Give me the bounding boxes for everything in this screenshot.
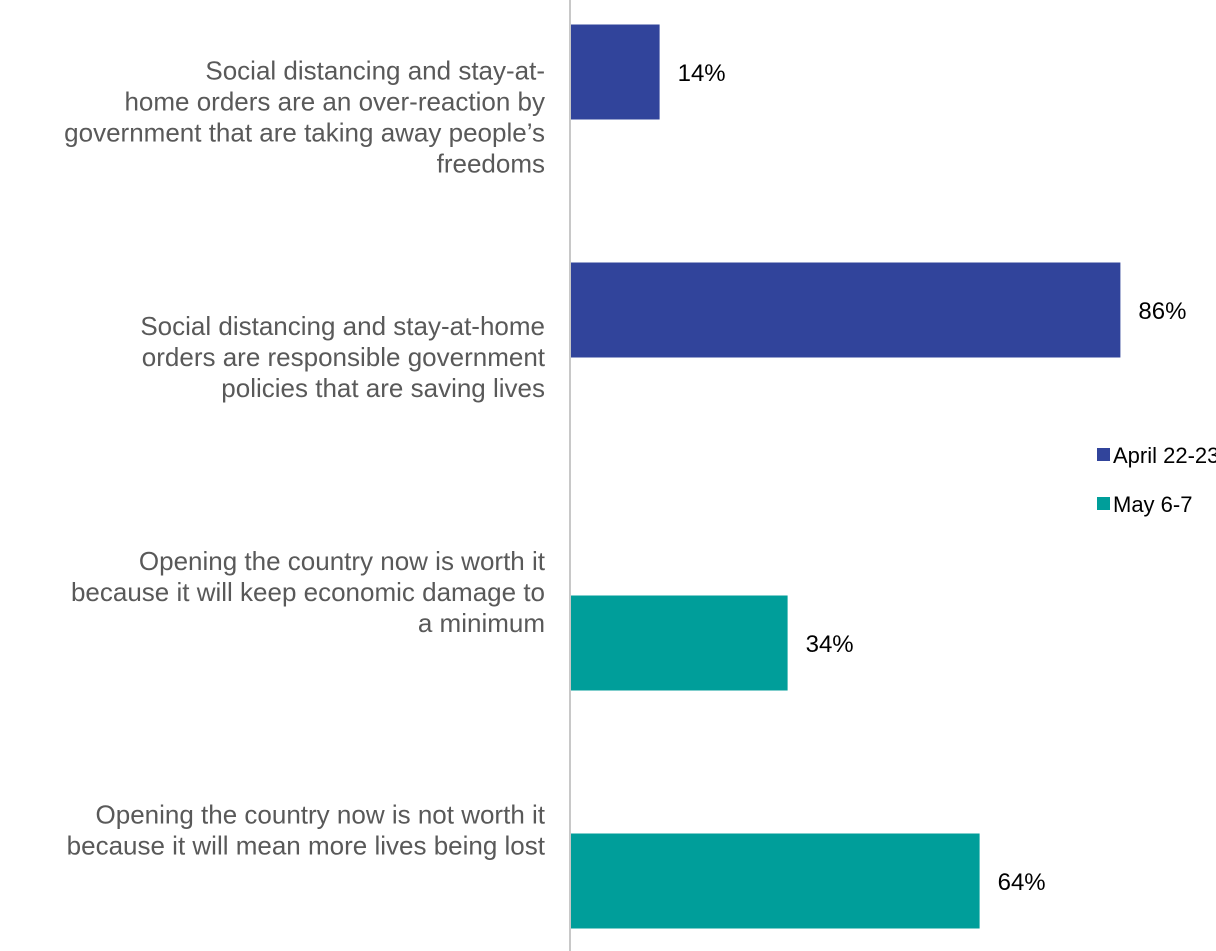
bars (570, 24, 1121, 929)
category-label: Social distancing and stay-at-home orders… (140, 311, 545, 403)
bar (570, 833, 980, 929)
category-label-line: Social distancing and stay-at-home (140, 311, 545, 341)
bar (570, 24, 660, 120)
bar (570, 595, 788, 691)
category-label: Social distancing and stay-at-home order… (64, 56, 545, 179)
category-label: Opening the country now is not worth it b… (67, 800, 546, 861)
category-label-line: a minimum (418, 608, 545, 638)
category-label-line: freedoms (437, 149, 545, 179)
category-label-line: because it will keep economic damage to (71, 577, 545, 607)
data-label: 34% (806, 631, 854, 658)
data-label: 86% (1138, 298, 1186, 325)
data-label: 64% (998, 869, 1046, 896)
category-label-line: home orders are an over-reaction by (124, 87, 545, 117)
category-label-line: policies that are saving lives (221, 373, 545, 403)
category-label-line: Opening the country now is not worth it (96, 800, 546, 830)
legend-label: April 22-23 (1113, 443, 1216, 468)
category-label-line: Social distancing and stay-at- (205, 56, 545, 86)
bar (570, 262, 1121, 358)
legend-swatch (1097, 497, 1110, 510)
category-label: Opening the country now is worth it becau… (71, 546, 546, 638)
category-label-line: because it will mean more lives being lo… (67, 831, 546, 861)
category-label-line: orders are responsible government (142, 342, 546, 372)
data-labels: 14% 86% 34% 64% (678, 60, 1187, 896)
data-label: 14% (678, 60, 726, 87)
category-label-line: Opening the country now is worth it (139, 546, 546, 576)
category-labels: Social distancing and stay-at-home order… (64, 56, 546, 861)
legend: April 22-23 May 6-7 (1097, 443, 1216, 517)
legend-label: May 6-7 (1113, 492, 1192, 517)
category-label-line: government that are taking away people’s (64, 118, 545, 148)
legend-swatch (1097, 448, 1110, 461)
